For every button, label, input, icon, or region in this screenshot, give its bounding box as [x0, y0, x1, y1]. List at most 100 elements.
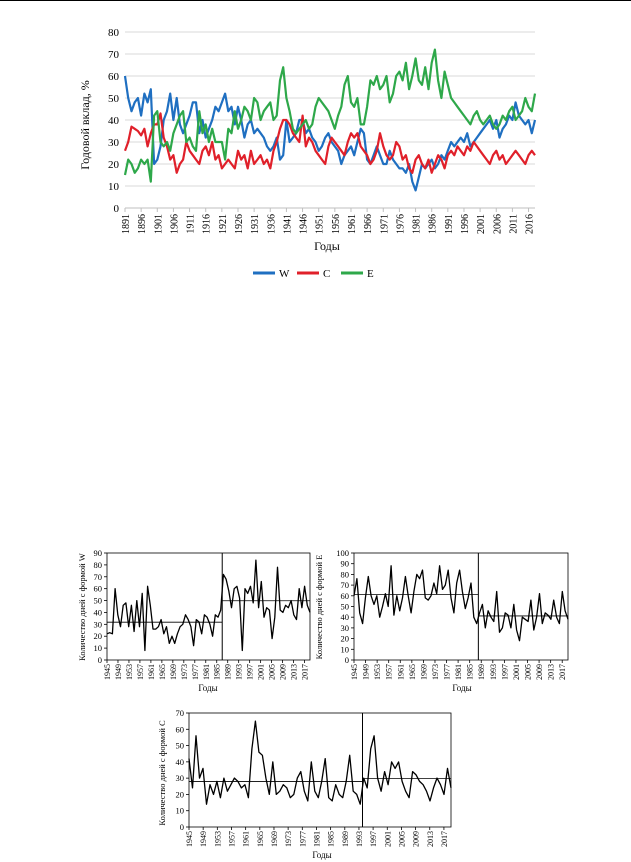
x-tick-label: 1953 — [213, 831, 222, 847]
chart-days-form-w: Количество дней с формой W Годы 0 10 20 30 4… — [77, 548, 311, 693]
x-tick-label: 1953 — [125, 664, 134, 680]
x-tick-label: 1916 — [202, 214, 213, 234]
series-line — [188, 720, 452, 805]
x-tick-label: 1977 — [443, 664, 452, 680]
x-tick-label: 1993 — [489, 664, 498, 680]
y-tick-label: 20 — [108, 159, 120, 171]
x-tick-label: 2017 — [558, 664, 567, 680]
y-tick-label: 20 — [94, 631, 103, 641]
x-tick-label: 2005 — [524, 664, 533, 680]
x-tick-label: 2005 — [397, 831, 406, 847]
chart-annual-contribution: Годовой вклад, % Годы 0 10 20 30 40 50 60 70 80 1… — [78, 27, 537, 280]
x-tick-label: 2005 — [268, 664, 277, 680]
y-tick-label: 40 — [341, 612, 350, 622]
x-tick-label: 1997 — [369, 831, 378, 847]
x-tick-label: 1997 — [500, 664, 509, 680]
y-axis-title: Количество дней с формой С — [157, 720, 167, 826]
series-line-e — [123, 48, 537, 183]
x-tick-label: 1985 — [213, 664, 222, 680]
x-tick-label: 2017 — [440, 831, 449, 847]
x-axis-title: Годы — [314, 239, 340, 253]
y-tick-label: 20 — [176, 789, 185, 799]
x-tick-label: 1957 — [136, 664, 145, 680]
series-line — [106, 559, 311, 652]
x-tick-label: 1973 — [431, 664, 440, 680]
x-tick-label: 1986 — [428, 214, 439, 234]
x-tick-label: 1989 — [477, 664, 486, 680]
x-tick-label: 2013 — [426, 831, 435, 847]
x-tick-label: 1973 — [180, 664, 189, 680]
plot-frame — [188, 712, 452, 828]
x-tick-label: 1965 — [256, 831, 265, 847]
y-tick-label: 0 — [180, 822, 184, 832]
x-tick-label: 1906 — [169, 214, 180, 234]
x-tick-label: 1969 — [419, 664, 428, 680]
y-tick-label: 90 — [341, 559, 350, 569]
y-tick-label: 10 — [341, 644, 350, 654]
y-tick-label: 50 — [176, 741, 185, 751]
x-tick-label: 2013 — [547, 664, 556, 680]
y-tick-label: 50 — [341, 602, 350, 612]
y-axis-title: Количество дней с формой E — [314, 555, 324, 660]
y-tick-label: 70 — [94, 572, 103, 582]
y-tick-label: 50 — [108, 93, 120, 105]
x-tick-label: 2009 — [279, 664, 288, 680]
x-tick-label: 1949 — [199, 831, 208, 847]
x-tick-label: 1911 — [186, 214, 197, 234]
y-tick-label: 70 — [176, 708, 185, 718]
y-tick-label: 10 — [94, 643, 103, 653]
x-tick-label: 1949 — [362, 664, 371, 680]
x-tick-label: 1961 — [147, 664, 156, 680]
chart-days-form-c: Количество дней с формой С Годы 0 10 20 30 4… — [157, 708, 452, 860]
x-tick-label: 1993 — [355, 831, 364, 847]
x-tick-label: 1965 — [158, 664, 167, 680]
y-tick-label: 80 — [341, 569, 350, 579]
x-tick-label: 1936 — [266, 214, 277, 234]
x-tick-label: 1946 — [299, 214, 310, 234]
x-tick-label: 1989 — [341, 831, 350, 847]
x-tick-label: 1951 — [315, 214, 326, 234]
x-tick-label: 1966 — [363, 214, 374, 234]
x-tick-label: 1985 — [466, 664, 475, 680]
y-tick-label: 10 — [108, 181, 120, 193]
x-tick-label: 1961 — [347, 214, 358, 234]
y-tick-label: 60 — [94, 584, 103, 594]
x-tick-label: 1981 — [312, 831, 321, 847]
y-tick-label: 0 — [114, 203, 120, 215]
y-tick-label: 20 — [341, 634, 350, 644]
x-axis-title: Годы — [312, 850, 331, 860]
x-tick-label: 2001 — [257, 664, 266, 680]
x-tick-label: 1965 — [408, 664, 417, 680]
x-tick-label: 1993 — [235, 664, 244, 680]
x-tick-label: 2013 — [290, 664, 299, 680]
x-tick-label: 1981 — [202, 664, 211, 680]
x-tick-label: 2006 — [492, 214, 503, 234]
legend-label-w: W — [279, 268, 290, 280]
x-tick-label: 1981 — [412, 214, 423, 234]
y-tick-label: 10 — [176, 806, 185, 816]
x-tick-label: 1945 — [103, 664, 112, 680]
y-axis-title: Количество дней с формой W — [77, 553, 87, 661]
x-tick-label: 2017 — [301, 664, 310, 680]
y-tick-label: 80 — [108, 27, 120, 39]
x-tick-label: 2001 — [512, 664, 521, 680]
y-tick-label: 90 — [94, 548, 103, 558]
y-tick-label: 60 — [176, 724, 185, 734]
page-top-rule — [0, 0, 631, 1]
x-tick-label: 2011 — [508, 214, 519, 234]
x-tick-label: 1926 — [234, 214, 245, 234]
x-tick-label: 2009 — [535, 664, 544, 680]
x-tick-label: 1976 — [395, 214, 406, 234]
y-tick-label: 40 — [176, 757, 185, 767]
x-tick-label: 1991 — [444, 214, 455, 234]
y-tick-label: 100 — [336, 548, 349, 558]
x-tick-label: 1973 — [284, 831, 293, 847]
plot-frame — [106, 552, 311, 661]
y-tick-label: 0 — [98, 655, 102, 665]
y-tick-label: 30 — [176, 773, 185, 783]
x-tick-label: 1996 — [460, 214, 471, 234]
x-tick-label: 2001 — [383, 831, 392, 847]
x-tick-label: 1969 — [270, 831, 279, 847]
y-tick-label: 40 — [94, 607, 103, 617]
x-tick-label: 1941 — [282, 214, 293, 234]
